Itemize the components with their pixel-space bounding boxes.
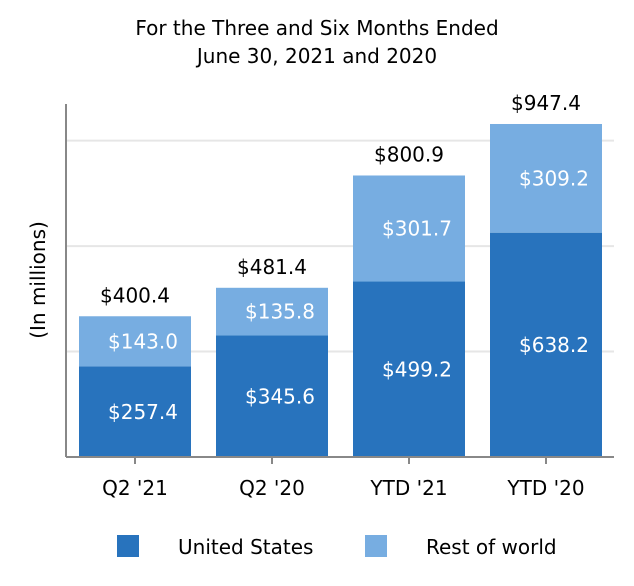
chart-title-line-1: For the Three and Six Months Ended [135,16,498,40]
total-label: $800.9 [374,142,444,166]
data-label-rest-of-world: $301.7 [382,217,452,241]
bar-united-states [216,335,328,457]
legend-item-united-states-swatch [117,535,139,557]
data-label-united-states: $638.2 [519,333,589,357]
data-label-united-states: $345.6 [245,384,315,408]
bar-rest-of-world [216,287,328,336]
bar-united-states [490,232,602,457]
total-label: $400.4 [100,283,170,307]
bar-united-states [79,366,191,457]
legend: United States Rest of world [117,535,557,559]
bar-rest-of-world [79,316,191,367]
y-axis-label: (In millions) [26,221,50,339]
legend-item-rest-of-world-label: Rest of world [426,535,557,559]
data-label-united-states: $257.4 [108,400,178,424]
data-label-rest-of-world: $143.0 [108,329,178,353]
data-label-rest-of-world: $309.2 [519,166,589,190]
x-tick-label: YTD '20 [506,476,584,500]
data-label-rest-of-world: $135.8 [245,300,315,324]
legend-item-united-states-label: United States [178,535,313,559]
bars [79,123,602,457]
x-tick-label: Q2 '21 [102,476,168,500]
axes: Q2 '21 Q2 '20 YTD '21 YTD '20 [65,104,614,500]
x-tick-label: YTD '21 [369,476,447,500]
legend-item-rest-of-world-swatch [365,535,387,557]
bar-united-states [353,281,465,457]
total-label: $947.4 [511,91,581,115]
x-tick-label: Q2 '20 [239,476,305,500]
bar-rest-of-world [353,175,465,282]
bar-rest-of-world [490,123,602,233]
chart-title-line-2: June 30, 2021 and 2020 [195,44,437,68]
data-labels: $257.4 $143.0 $400.4 $345.6 $135.8 $481.4 $499… [100,91,589,424]
data-label-united-states: $499.2 [382,357,452,381]
total-label: $481.4 [237,255,307,279]
